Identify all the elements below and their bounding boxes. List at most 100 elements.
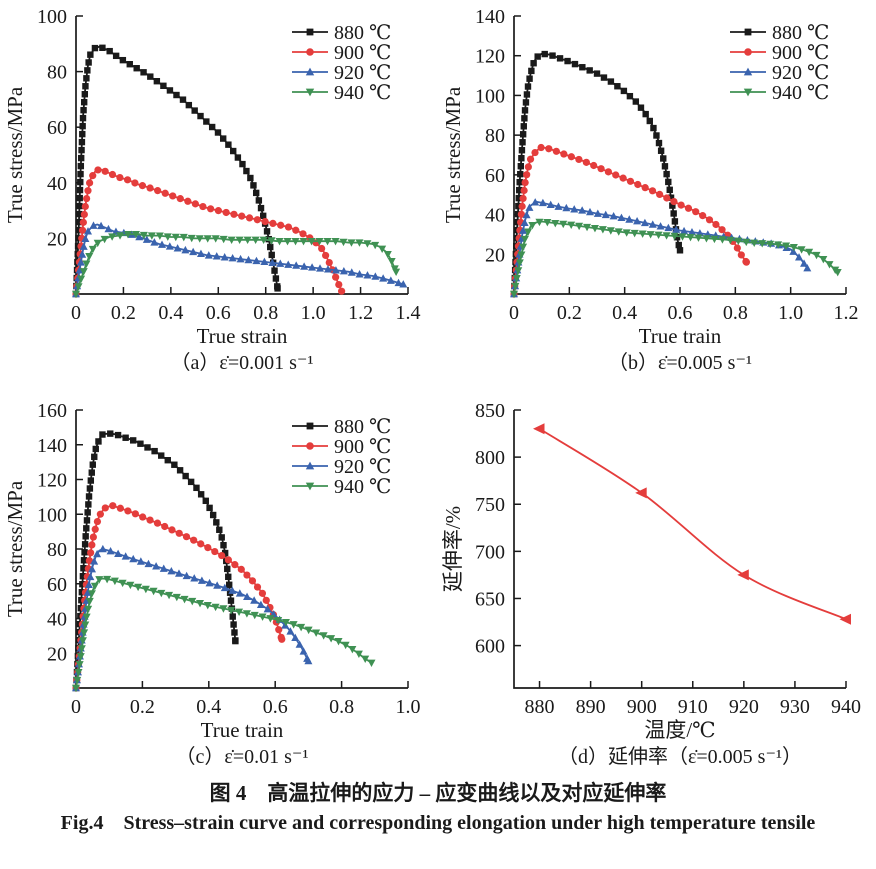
y-tick-label: 80 bbox=[47, 62, 67, 84]
series-920℃ bbox=[72, 221, 408, 298]
y-tick-label: 100 bbox=[475, 85, 505, 107]
chart-b-canvas: 0 0.2 0.4 0.6 0.8 1.0 1.2 20 40 60 80 100 120 140 True… bbox=[438, 2, 876, 350]
chart-d-svg: 880 890 900 910 920 930 940 600 650 700 750 800 850 温… bbox=[441, 400, 861, 742]
y-tick-label: 40 bbox=[47, 609, 67, 631]
x-tick-label: 0.2 bbox=[557, 302, 582, 324]
x-tick-label: 0.2 bbox=[111, 302, 136, 324]
y-tick-label: 700 bbox=[475, 541, 505, 563]
legend-label: 940 ℃ bbox=[334, 476, 391, 498]
subplot-d: 880 890 900 910 920 930 940 600 650 700 750 800 850 温… bbox=[438, 396, 876, 772]
x-tick-label: 0 bbox=[71, 696, 81, 718]
legend-label: 880 ℃ bbox=[334, 22, 391, 44]
y-tick-label: 60 bbox=[47, 117, 67, 139]
x-tick-label: 930 bbox=[780, 696, 810, 718]
legend-label: 940 ℃ bbox=[334, 82, 391, 104]
series-880℃ bbox=[510, 50, 684, 298]
series-940℃ bbox=[72, 575, 376, 693]
legend-label: 900 ℃ bbox=[772, 42, 829, 64]
y-tick-label: 20 bbox=[485, 244, 505, 266]
legend-label: 920 ℃ bbox=[334, 456, 391, 478]
x-tick-label: 0.6 bbox=[263, 696, 288, 718]
y-tick-label: 140 bbox=[475, 6, 505, 28]
x-tick-label: 1.2 bbox=[348, 302, 373, 324]
x-axis-label: True strain bbox=[197, 324, 288, 348]
figure-captions: 图 4 高温拉伸的应力 – 应变曲线以及对应延伸率 Fig.4 Stress–s… bbox=[0, 778, 876, 838]
x-tick-label: 1.0 bbox=[778, 302, 803, 324]
y-tick-label: 160 bbox=[37, 400, 67, 422]
y-tick-label: 750 bbox=[475, 494, 505, 516]
y-tick-label: 80 bbox=[47, 539, 67, 561]
x-tick-label: 1.4 bbox=[396, 302, 421, 324]
y-tick-label: 650 bbox=[475, 588, 505, 610]
legend-label: 900 ℃ bbox=[334, 42, 391, 64]
y-axis-label: True stress/MPa bbox=[3, 480, 27, 617]
x-tick-label: 0.4 bbox=[196, 696, 221, 718]
legend-label: 940 ℃ bbox=[772, 82, 829, 104]
legend-label: 880 ℃ bbox=[334, 416, 391, 438]
y-tick-label: 20 bbox=[47, 228, 67, 250]
y-tick-label: 20 bbox=[47, 643, 67, 665]
y-tick-label: 120 bbox=[37, 470, 67, 492]
x-tick-label: 0.8 bbox=[723, 302, 748, 324]
x-tick-label: 0.6 bbox=[206, 302, 231, 324]
chart-b-svg: 0 0.2 0.4 0.6 0.8 1.0 1.2 20 40 60 80 100 120 140 True… bbox=[441, 6, 859, 348]
y-tick-label: 40 bbox=[47, 173, 67, 195]
y-tick-label: 100 bbox=[37, 6, 67, 28]
x-tick-label: 1.0 bbox=[396, 696, 421, 718]
axes: 0 0.2 0.4 0.6 0.8 1.0 1.2 20 40 60 80 100 120 140 True… bbox=[441, 6, 859, 348]
subplot-grid: 0 0.2 0.4 0.6 0.8 1.0 1.2 1.4 20 40 60 80 100 True st… bbox=[0, 2, 876, 772]
legend-label: 900 ℃ bbox=[334, 436, 391, 458]
y-tick-label: 140 bbox=[37, 435, 67, 457]
chart-a-svg: 0 0.2 0.4 0.6 0.8 1.0 1.2 1.4 20 40 60 80 100 True st… bbox=[3, 6, 421, 348]
x-tick-label: 940 bbox=[831, 696, 861, 718]
subplot-b-caption: （b）ε̇=0.005 s⁻¹ bbox=[607, 352, 752, 374]
y-tick-label: 120 bbox=[475, 46, 505, 68]
y-tick-label: 800 bbox=[475, 447, 505, 469]
y-tick-label: 60 bbox=[485, 165, 505, 187]
subplot-a-caption: （a）ε̇=0.001 s⁻¹ bbox=[170, 352, 314, 374]
subplot-d-caption: （d）延伸率（ε̇=0.005 s⁻¹） bbox=[557, 746, 802, 768]
legend-label: 880 ℃ bbox=[772, 22, 829, 44]
y-axis-label: True stress/MPa bbox=[3, 86, 27, 223]
y-tick-label: 850 bbox=[475, 400, 505, 422]
legend-label: 920 ℃ bbox=[772, 62, 829, 84]
chart-c-canvas: 0 0.2 0.4 0.6 0.8 1.0 20 40 60 80 100 120 140 160 True… bbox=[0, 396, 438, 744]
y-tick-label: 40 bbox=[485, 205, 505, 227]
figure-caption-zh: 图 4 高温拉伸的应力 – 应变曲线以及对应延伸率 bbox=[209, 781, 667, 805]
series-940℃ bbox=[72, 231, 401, 299]
chart-a-canvas: 0 0.2 0.4 0.6 0.8 1.0 1.2 1.4 20 40 60 80 100 True st… bbox=[0, 2, 438, 350]
legend-label: 920 ℃ bbox=[334, 62, 391, 84]
x-tick-label: 0.2 bbox=[130, 696, 155, 718]
x-tick-label: 1.2 bbox=[834, 302, 859, 324]
x-tick-label: 910 bbox=[678, 696, 708, 718]
x-tick-label: 920 bbox=[729, 696, 759, 718]
y-tick-label: 60 bbox=[47, 574, 67, 596]
x-tick-label: 0.8 bbox=[253, 302, 278, 324]
y-tick-label: 100 bbox=[37, 504, 67, 526]
x-tick-label: 0 bbox=[71, 302, 81, 324]
x-tick-label: 880 bbox=[525, 696, 555, 718]
axes: 0 0.2 0.4 0.6 0.8 1.0 1.2 1.4 20 40 60 80 100 True st… bbox=[3, 6, 421, 348]
axes: 880 890 900 910 920 930 940 600 650 700 750 800 850 温… bbox=[441, 400, 861, 742]
x-tick-label: 0.8 bbox=[329, 696, 354, 718]
series-900℃ bbox=[510, 143, 750, 298]
x-axis-label: 温度/℃ bbox=[644, 718, 715, 742]
x-tick-label: 0.6 bbox=[668, 302, 693, 324]
y-tick-label: 600 bbox=[475, 636, 505, 658]
series-920℃ bbox=[510, 198, 812, 298]
series-延伸率 bbox=[533, 423, 851, 625]
y-tick-label: 80 bbox=[485, 125, 505, 147]
x-tick-label: 0.4 bbox=[612, 302, 637, 324]
x-tick-label: 1.0 bbox=[301, 302, 326, 324]
x-axis-label: True train bbox=[201, 718, 284, 742]
series-940℃ bbox=[510, 218, 842, 299]
x-tick-label: 0 bbox=[509, 302, 519, 324]
figure-caption-en: Fig.4 Stress–strain curve and correspond… bbox=[60, 812, 816, 834]
x-tick-label: 0.4 bbox=[158, 302, 183, 324]
series-880℃ bbox=[72, 430, 239, 692]
x-tick-label: 900 bbox=[627, 696, 657, 718]
chart-d-canvas: 880 890 900 910 920 930 940 600 650 700 750 800 850 温… bbox=[438, 396, 876, 744]
